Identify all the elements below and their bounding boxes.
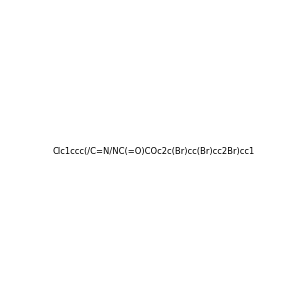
Text: Clc1ccc(/C=N/NC(=O)COc2c(Br)cc(Br)cc2Br)cc1: Clc1ccc(/C=N/NC(=O)COc2c(Br)cc(Br)cc2Br)… bbox=[52, 147, 255, 156]
